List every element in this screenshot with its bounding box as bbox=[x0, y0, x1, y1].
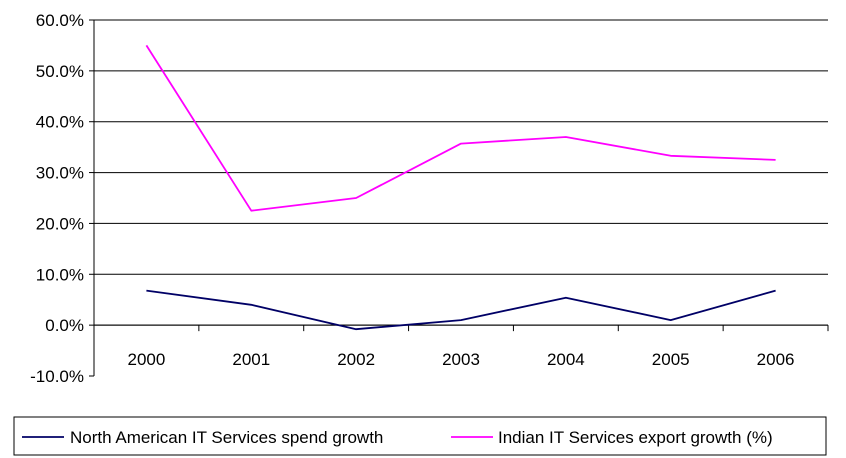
y-tick-label: 10.0% bbox=[36, 265, 84, 284]
x-tick-label: 2001 bbox=[232, 350, 270, 369]
x-tick-label: 2003 bbox=[442, 350, 480, 369]
y-tick-label: 30.0% bbox=[36, 164, 84, 183]
x-tick-label: 2002 bbox=[337, 350, 375, 369]
gridlines bbox=[94, 19, 828, 326]
y-tick-label: 0.0% bbox=[45, 316, 84, 335]
y-tick-label: 20.0% bbox=[36, 214, 84, 233]
legend-label: Indian IT Services export growth (%) bbox=[498, 428, 773, 447]
series-line-indian-export-growth bbox=[145, 44, 776, 212]
axes bbox=[89, 19, 829, 377]
y-tick-label: -10.0% bbox=[30, 367, 84, 386]
y-tick-label: 40.0% bbox=[36, 113, 84, 132]
x-tick-label: 2004 bbox=[547, 350, 585, 369]
x-tick-label: 2005 bbox=[652, 350, 690, 369]
legend-label: North American IT Services spend growth bbox=[70, 428, 383, 447]
series-lines bbox=[145, 44, 776, 331]
y-tick-label: 50.0% bbox=[36, 62, 84, 81]
series-line-north-american-spend-growth bbox=[146, 289, 776, 331]
y-tick-label: 60.0% bbox=[36, 11, 84, 30]
y-tick-labels: 60.0% 50.0% 40.0% 30.0% 20.0% 10.0% 0.0% -10.0% bbox=[30, 11, 84, 386]
legend: North American IT Services spend growth I… bbox=[13, 416, 827, 456]
x-tick-label: 2000 bbox=[128, 350, 166, 369]
legend-box bbox=[13, 416, 827, 456]
x-tick-labels: 2000 2001 2002 2003 2004 2005 2006 bbox=[128, 350, 795, 369]
x-tick-label: 2006 bbox=[757, 350, 795, 369]
